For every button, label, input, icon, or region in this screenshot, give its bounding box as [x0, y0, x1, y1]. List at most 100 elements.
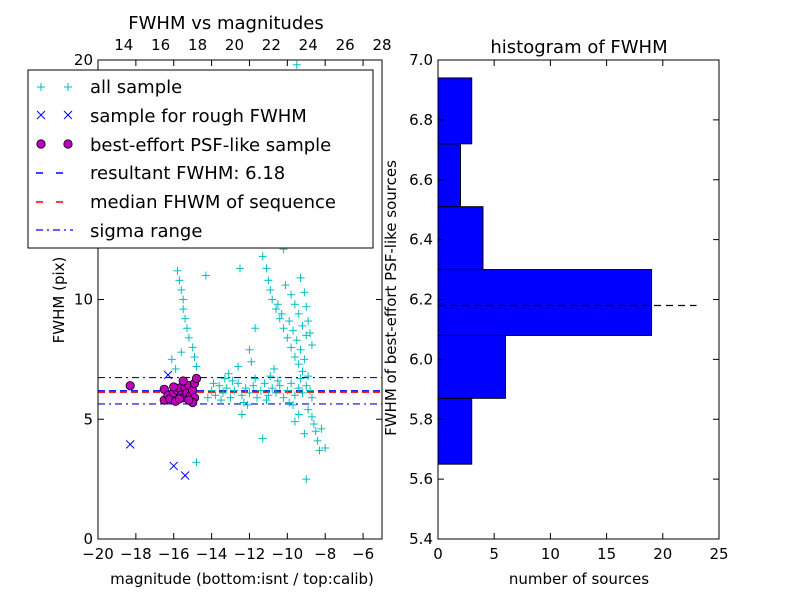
point-all-sample [304, 372, 313, 381]
point-all-sample [279, 393, 288, 402]
point-all-sample [294, 410, 303, 419]
point-all-sample [285, 317, 294, 326]
point-all-sample [234, 379, 243, 388]
histogram-bar [437, 269, 653, 336]
histogram-bar [437, 397, 473, 465]
scatter-x-tick-label: −8 [314, 545, 336, 563]
point-all-sample [289, 326, 298, 335]
point-all-sample [298, 321, 307, 330]
legend-label-resultant: resultant FWHM: 6.18 [90, 163, 285, 184]
point-all-sample [262, 396, 271, 405]
point-sample-for-rough-fwhm [163, 370, 173, 380]
scatter-top-tick-label: 22 [262, 36, 281, 54]
legend-entry-sigma: sigma range [36, 221, 202, 242]
point-sample-for-rough-fwhm [180, 471, 190, 480]
scatter-title: FWHM vs magnitudes [128, 13, 323, 34]
point-all-sample [179, 305, 188, 314]
point-all-sample [268, 384, 277, 393]
histogram-x-tick-label: 5 [489, 545, 499, 563]
point-all-sample [300, 288, 309, 297]
point-all-sample [298, 388, 307, 397]
scatter-y-tick-label: 10 [74, 291, 93, 309]
point-all-sample [304, 317, 313, 326]
point-all-sample [228, 376, 237, 385]
point-all-sample [209, 379, 218, 388]
legend-box [27, 69, 374, 249]
scatter-top-tick-label: 24 [299, 36, 318, 54]
histogram-panel: 0 5 10 15 20 25 5.4 5.6 5.8 6.0 6.2 6.4 6.6 6.8 7.0 h… [382, 37, 729, 588]
point-all-sample [179, 295, 188, 304]
legend-entry-rough-sample: sample for rough FWHM [36, 106, 307, 127]
point-all-sample [234, 362, 243, 371]
point-all-sample [283, 333, 292, 342]
point-all-sample [211, 391, 220, 400]
point-all-sample [294, 360, 303, 369]
histogram-y-tick-label: 6.0 [409, 350, 433, 368]
point-all-sample [266, 372, 275, 381]
point-all-sample [275, 314, 284, 323]
histogram-y-tick-label: 5.6 [409, 470, 433, 488]
scatter-legend: all sample sample for rough FWHM best-ef… [27, 69, 374, 249]
point-all-sample [177, 348, 186, 357]
scatter-x-label: magnitude (bottom:isnt / top:calib) [110, 570, 374, 588]
point-all-sample [300, 355, 309, 364]
scatter-top-tick-label: 28 [372, 36, 391, 54]
histogram-bar [437, 334, 506, 399]
point-all-sample [245, 388, 254, 397]
point-all-sample [302, 475, 311, 484]
point-all-sample [249, 381, 258, 390]
point-all-sample [296, 374, 305, 383]
legend-plus-icon [37, 83, 72, 91]
scatter-top-tick-label: 18 [188, 36, 207, 54]
histogram-x-label: number of sources [509, 570, 649, 588]
point-all-sample [317, 424, 326, 433]
point-all-sample [268, 295, 277, 304]
histogram-bar [437, 206, 484, 271]
legend-label-rough-sample: sample for rough FWHM [90, 106, 307, 127]
point-best-effort-psf-like-sample [125, 381, 135, 391]
point-all-sample [294, 384, 303, 393]
point-all-sample [192, 458, 201, 467]
point-sample-for-rough-fwhm [169, 461, 179, 471]
point-all-sample [300, 429, 309, 438]
histogram-y-tick-label: 6.6 [409, 171, 433, 189]
point-all-sample [296, 345, 305, 354]
histogram-x-tick-label: 25 [709, 545, 728, 563]
legend-label-sigma: sigma range [90, 221, 202, 242]
point-all-sample [266, 285, 275, 294]
point-all-sample [315, 446, 324, 455]
histogram-y-tick-label: 5.8 [409, 410, 433, 428]
point-all-sample [230, 386, 239, 395]
point-all-sample [173, 266, 182, 275]
point-all-sample [224, 369, 233, 378]
point-all-sample [277, 309, 286, 318]
point-all-sample [217, 396, 226, 405]
point-all-sample [287, 343, 296, 352]
point-all-sample [307, 341, 316, 350]
point-all-sample [215, 381, 224, 390]
point-all-sample [251, 324, 260, 333]
point-all-sample [275, 381, 284, 390]
point-all-sample [271, 388, 280, 397]
point-all-sample [218, 388, 227, 397]
legend-label-all-sample: all sample [90, 77, 182, 98]
point-all-sample [175, 276, 184, 285]
point-all-sample [306, 329, 315, 338]
point-all-sample [283, 386, 292, 395]
scatter-y-tick-label: 0 [83, 530, 93, 548]
legend-entry-best-sample: best-effort PSF-like sample [36, 135, 331, 156]
histogram-bar [437, 143, 461, 208]
point-all-sample [321, 443, 330, 452]
histogram-y-tick-label: 5.4 [409, 530, 433, 548]
histogram-y-tick-label: 6.2 [409, 291, 433, 309]
legend-circle-icon [36, 139, 73, 149]
scatter-top-tick-label: 20 [225, 36, 244, 54]
point-all-sample [184, 333, 193, 342]
point-all-sample [220, 374, 229, 383]
point-all-sample [251, 374, 260, 383]
point-all-sample [171, 364, 180, 373]
point-all-sample [177, 285, 186, 294]
point-all-sample [188, 343, 197, 352]
point-all-sample [262, 264, 271, 273]
scatter-x-tick-label: −18 [120, 545, 152, 563]
